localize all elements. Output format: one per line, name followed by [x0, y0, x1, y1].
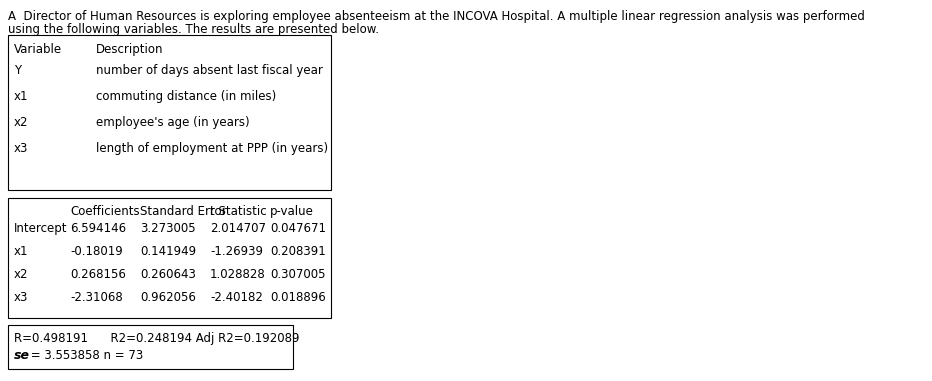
Text: Coefficients: Coefficients: [70, 205, 140, 218]
Text: p-value: p-value: [270, 205, 314, 218]
Text: 2.014707: 2.014707: [210, 222, 266, 235]
Text: se: se: [14, 349, 30, 362]
Text: 0.307005: 0.307005: [270, 268, 325, 281]
Text: Variable: Variable: [14, 43, 62, 56]
Text: Intercept: Intercept: [14, 222, 67, 235]
Text: x2: x2: [14, 116, 29, 129]
Text: = 3.553858 n = 73: = 3.553858 n = 73: [27, 349, 144, 362]
Text: -1.26939: -1.26939: [210, 245, 263, 258]
Bar: [8, 35, 331, 190]
Text: number of days absent last fiscal year: number of days absent last fiscal year: [96, 64, 322, 77]
Text: R=0.498191      R2=0.248194 Adj R2=0.192089: R=0.498191 R2=0.248194 Adj R2=0.192089: [14, 332, 299, 345]
Text: Standard Error: Standard Error: [140, 205, 226, 218]
Text: 3.273005: 3.273005: [140, 222, 196, 235]
Text: Description: Description: [96, 43, 163, 56]
Text: 0.208391: 0.208391: [270, 245, 326, 258]
Text: Y: Y: [14, 64, 21, 77]
Text: 1.028828: 1.028828: [210, 268, 266, 281]
Text: t Statistic: t Statistic: [210, 205, 267, 218]
Text: 0.018896: 0.018896: [270, 291, 326, 304]
Bar: [8, 198, 331, 318]
Text: 0.047671: 0.047671: [270, 222, 326, 235]
Text: x1: x1: [14, 245, 29, 258]
Text: 6.594146: 6.594146: [70, 222, 126, 235]
Text: 0.260643: 0.260643: [140, 268, 196, 281]
Text: A  Director of Human Resources is exploring employee absenteeism at the INCOVA H: A Director of Human Resources is explori…: [8, 10, 865, 23]
Text: employee's age (in years): employee's age (in years): [96, 116, 250, 129]
Text: commuting distance (in miles): commuting distance (in miles): [96, 90, 276, 103]
Text: 0.141949: 0.141949: [140, 245, 196, 258]
Text: 0.268156: 0.268156: [70, 268, 126, 281]
Text: -0.18019: -0.18019: [70, 245, 123, 258]
Bar: [8, 325, 293, 369]
Text: -2.40182: -2.40182: [210, 291, 263, 304]
Text: 0.962056: 0.962056: [140, 291, 196, 304]
Text: -2.31068: -2.31068: [70, 291, 123, 304]
Text: x3: x3: [14, 291, 28, 304]
Text: x3: x3: [14, 142, 28, 155]
Text: x1: x1: [14, 90, 29, 103]
Text: x2: x2: [14, 268, 29, 281]
Text: using the following variables. The results are presented below.: using the following variables. The resul…: [8, 23, 379, 36]
Text: length of employment at PPP (in years): length of employment at PPP (in years): [96, 142, 328, 155]
